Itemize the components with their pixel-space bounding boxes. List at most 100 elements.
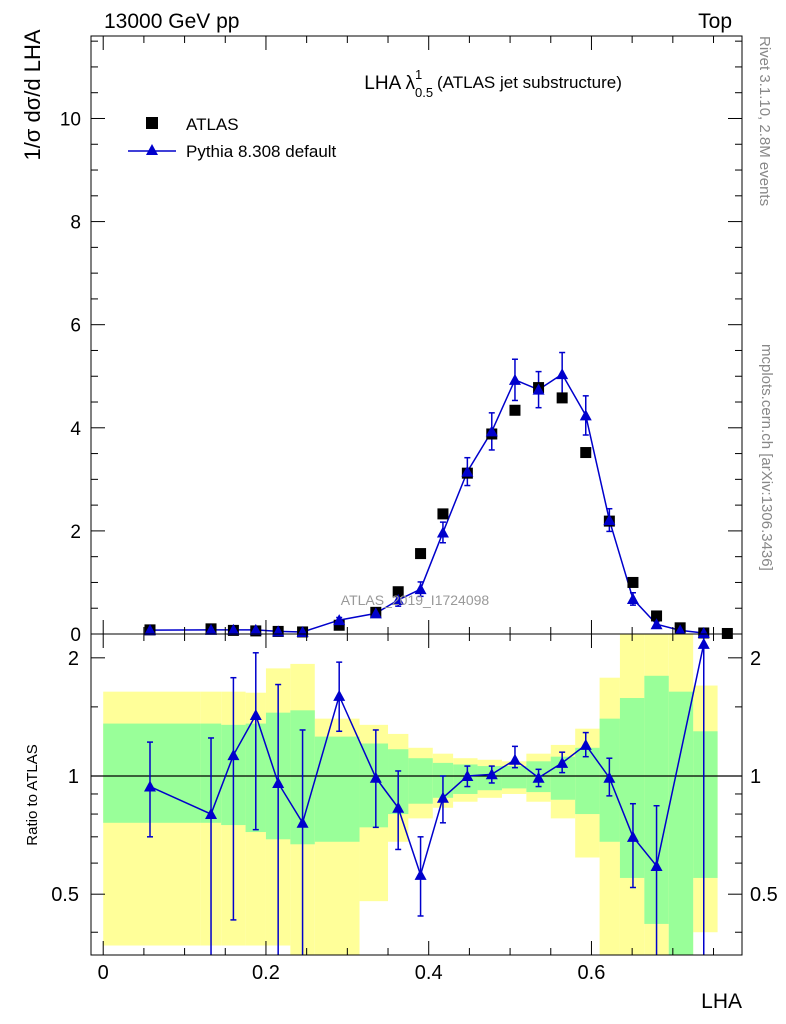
mcplots-label-text: mcplots.cern.ch [arXiv:1306.3436] [758, 344, 775, 571]
legend-marker-atlas [146, 117, 158, 129]
pythia-point [436, 526, 449, 538]
ratio-pythia-point [650, 859, 663, 871]
ratio-frame [90, 633, 743, 956]
ratio-xtick-label: 0 [98, 962, 109, 984]
pythia-point [556, 368, 569, 380]
main-ytick-label: 4 [70, 419, 81, 440]
main-ylabel-text: 1/σ dσ/d LHA [20, 29, 45, 160]
pythia-point [461, 465, 474, 477]
atlas-point [651, 610, 663, 622]
rivet-label-text: Rivet 3.1.10, 2.8M events [756, 36, 773, 206]
pythia-point [650, 618, 663, 630]
ratio-ylabel-text: Ratio to ATLAS [24, 744, 41, 845]
ratio-pythia-point [508, 753, 521, 765]
pythia-point [485, 425, 498, 437]
pythia-point [674, 624, 687, 636]
legend-marker-pythia [146, 144, 158, 155]
main-title: LHA λ [364, 73, 415, 94]
pythia-point [532, 383, 545, 395]
main-ytick-label: 2 [70, 522, 81, 543]
atlas-point [415, 548, 427, 560]
pythia-point [603, 514, 616, 526]
ratio-pythia-point [697, 637, 710, 649]
ratio-pythia-point [392, 801, 405, 813]
ratio-ytick-label: 1 [68, 766, 79, 788]
ratio-pythia-point [556, 756, 569, 768]
atlas-point [392, 586, 404, 598]
pythia-point [205, 623, 218, 635]
ratio-band-stat [693, 731, 718, 878]
rivet-label: Rivet 3.1.10, 2.8M events [756, 36, 773, 206]
ratio-pythia-point [532, 771, 545, 783]
ratio-xtick-label: 0.2 [252, 962, 280, 984]
ratio-band-stat [359, 743, 389, 828]
main-ytick-label: 8 [70, 213, 81, 234]
ratio-pythia-point [579, 738, 592, 750]
legend: ATLAS Pythia 8.308 default [128, 115, 337, 161]
atlas-point [437, 508, 449, 520]
ratio-pythia-point [205, 808, 218, 820]
pythia-point [143, 624, 156, 636]
main-ytick-label: 10 [60, 109, 81, 130]
pythia-point [227, 623, 240, 635]
pythia-point [508, 373, 521, 385]
header-right: Top [698, 10, 732, 33]
mcplots-label: mcplots.cern.ch [arXiv:1306.3436] [758, 344, 775, 571]
ratio-pythia-point [369, 771, 382, 783]
ratio-pythia-point [249, 709, 262, 721]
header-left: 13000 GeV pp [104, 10, 239, 33]
ratio-pythia-point [603, 771, 616, 783]
ratio-pythia-point [485, 768, 498, 780]
atlas-point [556, 392, 568, 404]
atlas-point [580, 447, 592, 459]
ratio-pythia-point [461, 770, 474, 782]
ratio-pythia-point [296, 816, 309, 828]
ratio-band-stat [314, 736, 360, 842]
main-title-rest: (ATLAS jet substructure) [437, 73, 622, 92]
ratio-pythia-point [626, 830, 639, 842]
ratio-band-stat [408, 758, 433, 804]
ratio-band-stat [103, 723, 201, 823]
ratio-ytick-label-right: 0.5 [750, 884, 778, 906]
ratio-pythia-point [414, 868, 427, 880]
ratio-band-stat [501, 766, 527, 789]
atlas-point [627, 576, 639, 588]
main-title-superscript: 1 [415, 67, 422, 82]
ratio-ytick-label-right: 2 [750, 648, 761, 670]
ratio-panel: 0.5 0.5 1 1 2 2 0 0.2 0.4 0.6 Ratio to ATLAS LHA [24, 633, 778, 1013]
ratio-band-stat [575, 747, 600, 815]
ratio-band-stat [619, 698, 645, 878]
ratio-pythia-point [436, 791, 449, 803]
pythia-point [369, 607, 382, 619]
main-ytick-label: 0 [70, 625, 81, 646]
ratio-band-stat [668, 691, 694, 955]
pythia-point [333, 614, 346, 626]
pythia-point [697, 626, 710, 638]
pythia-point [579, 409, 592, 421]
pythia-point [414, 583, 427, 595]
ratio-pythia-point [272, 776, 285, 788]
atlas-point [333, 619, 345, 631]
atlas-point [509, 404, 521, 416]
ratio-ytick-label: 0.5 [51, 884, 79, 906]
atlas-point [721, 627, 733, 639]
pythia-point [249, 623, 262, 635]
main-ylabel: 1/σ dσ/d LHA [20, 29, 45, 160]
watermark: ATLAS_2019_I1724098 [341, 592, 490, 608]
ratio-ylabel: Ratio to ATLAS [24, 744, 41, 845]
ratio-xtick-label: 0.6 [578, 962, 606, 984]
pythia-line [149, 373, 704, 634]
legend-label-atlas: ATLAS [186, 115, 239, 134]
ratio-pythia-point [227, 749, 240, 761]
main-title-subscript: 0.5 [415, 85, 433, 100]
main-ytick-label: 6 [70, 316, 81, 337]
ratio-pythia-point [333, 689, 346, 701]
ratio-xlabel: LHA [701, 990, 742, 1013]
ratio-xtick-label: 0.4 [415, 962, 443, 984]
ratio-ytick-label: 2 [68, 648, 79, 670]
legend-label-pythia: Pythia 8.308 default [186, 142, 337, 161]
pythia-point [626, 592, 639, 604]
pythia-point [392, 593, 405, 605]
